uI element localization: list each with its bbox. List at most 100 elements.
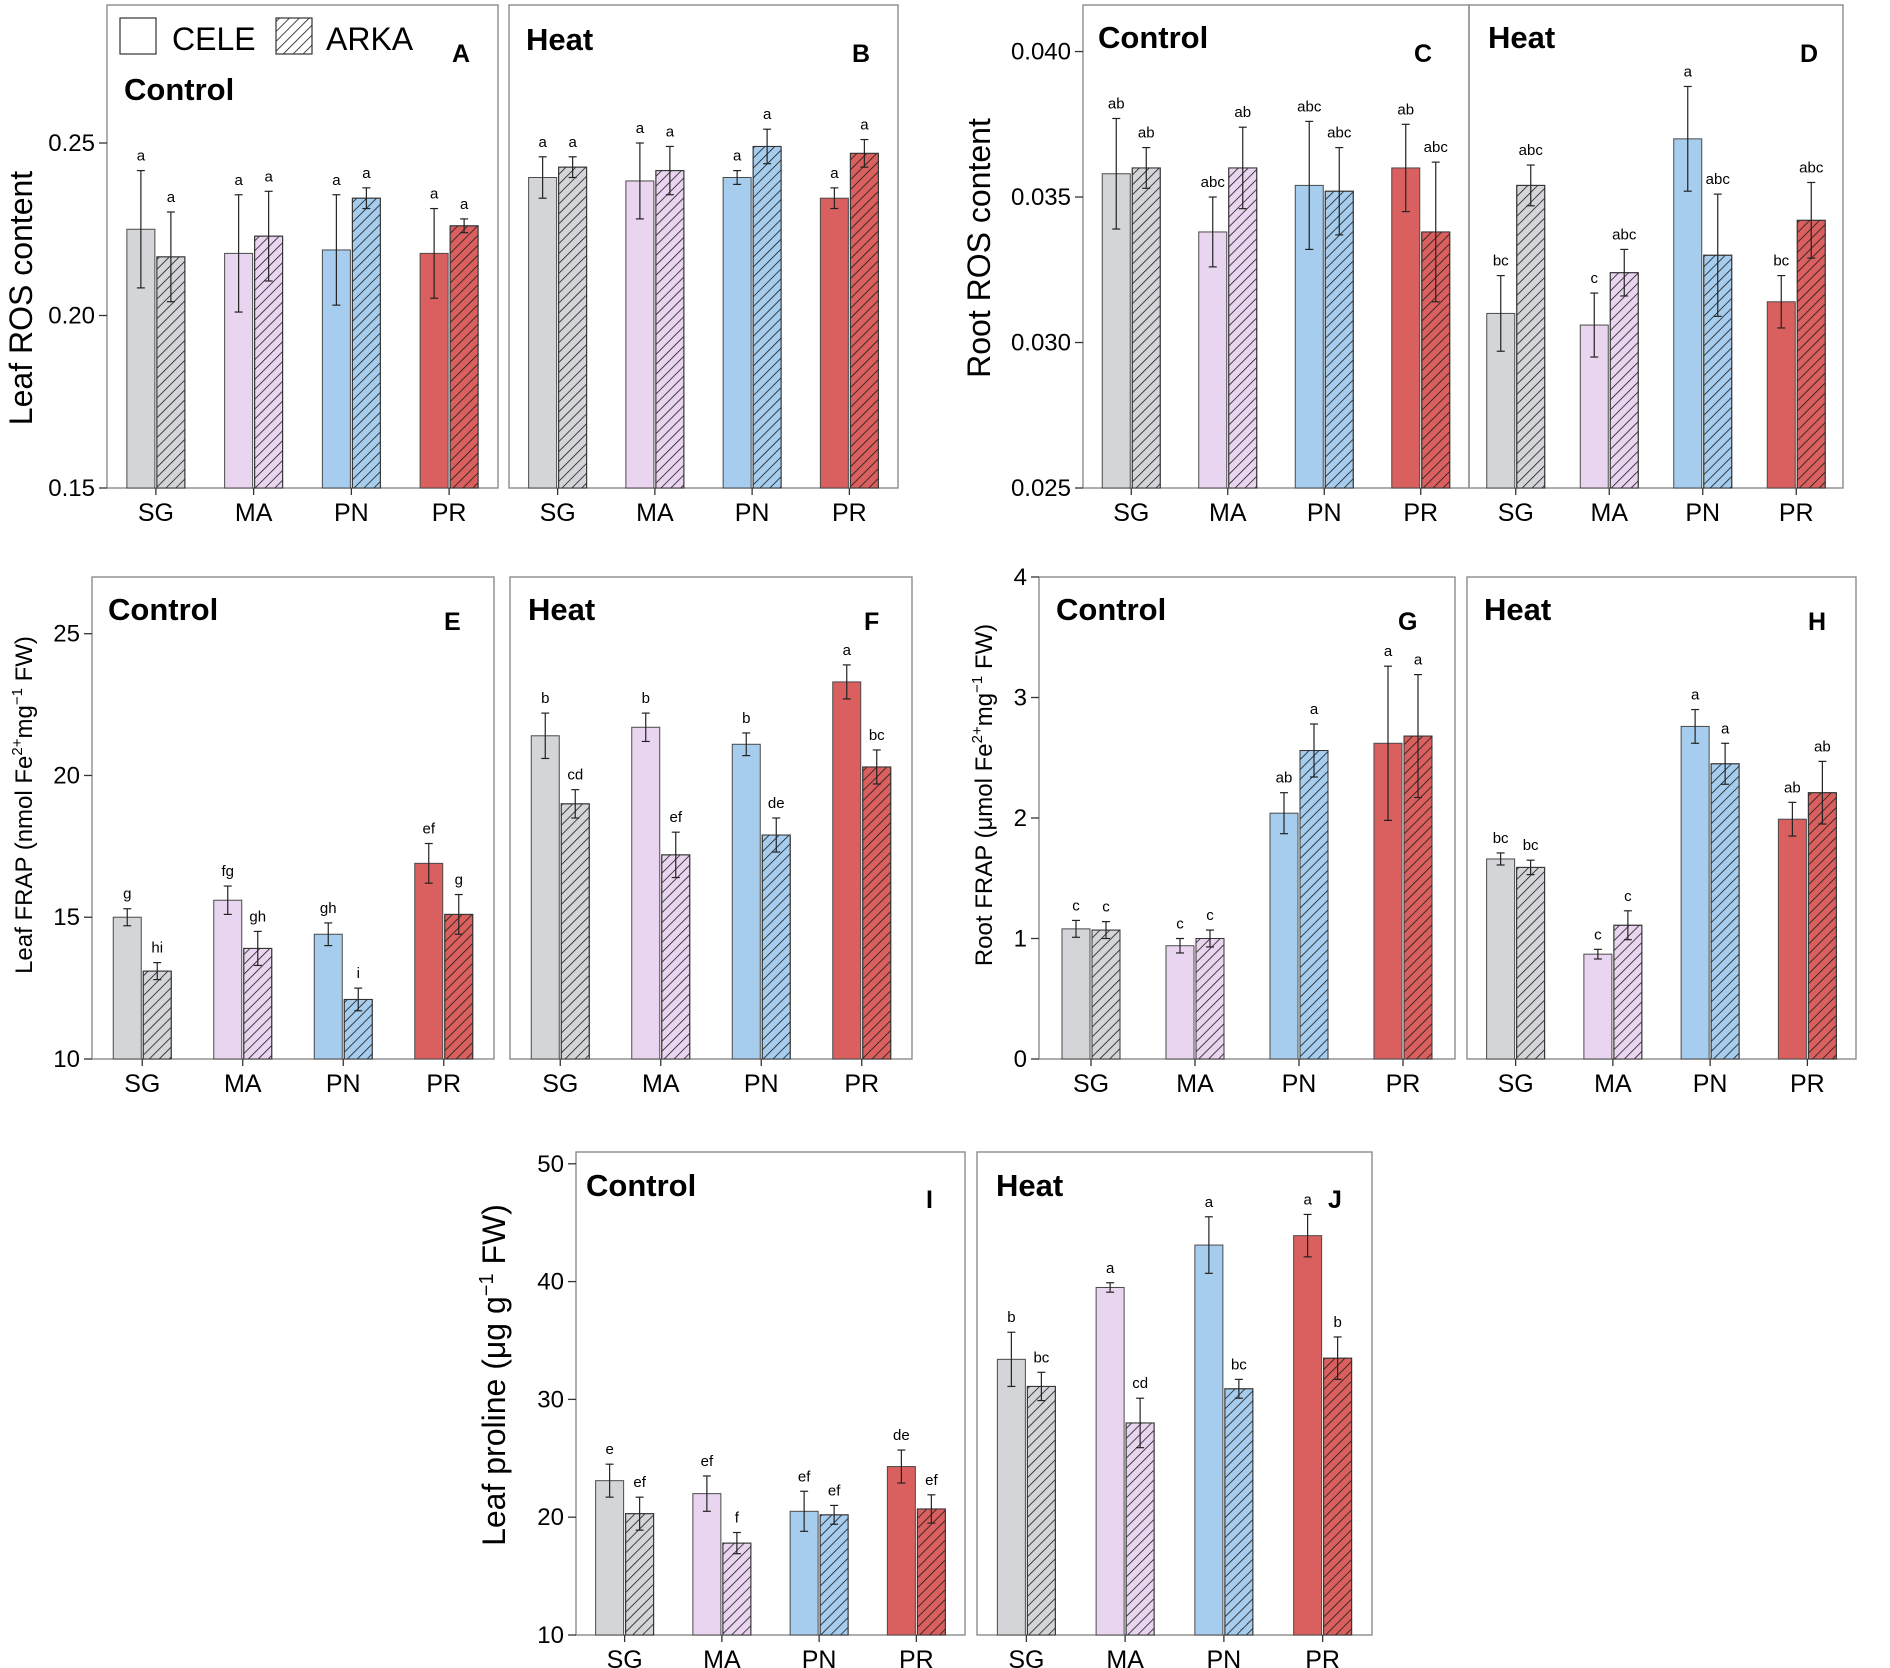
panel-j: Heat J SG b bc MA a cd PN a bc PR a b [976,1151,1373,1668]
category-label: MA [1594,1070,1632,1098]
panel-letter: I [926,1186,933,1214]
significance-label: b [541,690,549,707]
bar-arka-sg-hatch [1026,1385,1056,1636]
bar-arka-sg-hatch [142,970,172,1060]
panel-title: Heat [528,592,595,627]
significance-label: c [1102,899,1110,916]
category-label: PR [832,499,867,527]
significance-label: a [763,106,772,123]
bar-cele-ma [1165,945,1195,1060]
panel-frame [91,576,495,1060]
significance-label: ab [1814,738,1831,755]
significance-label: a [430,186,439,203]
panel-title: Control [1056,592,1166,627]
category-label: MA [224,1070,262,1098]
significance-label: c [1072,897,1080,914]
bar-arka-pn-hatch [1324,190,1354,489]
category-label: PR [1790,1070,1825,1098]
significance-label: abc [1201,174,1226,191]
significance-label: abc [1612,226,1637,243]
significance-label: e [605,1441,613,1458]
category-label: MA [636,499,674,527]
category-label: PN [334,499,369,527]
y-tick-label: 20 [537,1504,564,1531]
bar-cele-pn [1194,1244,1224,1636]
significance-label: ef [422,821,435,838]
category-label: PN [744,1070,779,1098]
significance-label: a [860,117,869,134]
significance-label: b [1007,1309,1015,1326]
significance-label: a [1106,1260,1115,1277]
y-tick-label: 0.25 [48,130,95,157]
bar-cele-sg [1061,928,1091,1060]
panel-a: 0.15 0.20 0.25 Control A SG a a MA a a PN a a PR a a [48,4,499,527]
significance-label: ab [1138,125,1155,142]
significance-label: bc [869,727,885,744]
panel-title: Heat [1488,20,1555,55]
category-label: PR [1386,1070,1421,1098]
bar-arka-pr-hatch [1323,1357,1353,1636]
category-label: SG [1113,499,1149,527]
significance-label: hi [151,940,163,957]
significance-label: bc [1493,253,1509,270]
y-tick-label: 20 [53,762,80,789]
category-label: MA [642,1070,680,1098]
y-tick-label: 2 [1014,805,1027,832]
bar-arka-pn-hatch [819,1514,849,1636]
category-label: MA [1176,1070,1214,1098]
significance-label: bc [1523,837,1539,854]
bar-arka-ma-hatch [243,947,273,1060]
bar-arka-pn-hatch [1299,750,1329,1060]
bar-arka-pr-hatch [849,152,879,489]
significance-label: gh [320,900,337,917]
category-label: SG [1498,499,1534,527]
y-label-leaf-frap: Leaf FRAP (nmol Fe2+mg−1 FW) [9,636,38,974]
y-tick-label: 1 [1014,926,1027,953]
significance-label: de [768,795,785,812]
significance-label: ab [1784,779,1801,796]
bar-cele-pr [832,681,862,1060]
legend-swatch-arka [275,17,313,55]
bar-arka-pr-hatch [916,1508,946,1636]
significance-label: a [830,165,839,182]
significance-label: abc [1424,139,1449,156]
bar-cele-sg [530,735,560,1060]
significance-label: a [1205,1194,1214,1211]
bar-cele-ma [631,726,661,1060]
bar-cele-pn [1680,725,1710,1060]
category-label: MA [703,1646,741,1668]
legend-swatch-cele [119,17,157,55]
y-tick-label: 0.20 [48,303,95,330]
significance-label: a [362,165,371,182]
panel-title: Heat [526,22,593,57]
significance-label: a [1691,687,1700,704]
significance-label: a [1721,720,1730,737]
bar-cele-pn [313,933,343,1060]
significance-label: ef [633,1474,646,1491]
significance-label: a [1414,652,1423,669]
category-label: SG [1073,1070,1109,1098]
significance-label: a [167,189,176,206]
panel-letter: B [852,40,870,68]
bar-cele-pr [886,1466,916,1636]
significance-label: a [1384,643,1393,660]
bar-cele-pr [1391,167,1421,489]
bar-cele-pn [731,743,761,1060]
bar-arka-pn-hatch [761,834,791,1060]
category-label: PR [1305,1646,1340,1668]
bar-cele-pr [819,197,849,489]
bar-cele-sg [112,916,142,1060]
bar-arka-pn-hatch [1224,1388,1254,1636]
significance-label: ef [798,1468,811,1485]
bar-cele-pr [1777,818,1807,1060]
significance-label: g [455,872,463,889]
panel-letter: D [1800,40,1818,68]
significance-label: bc [1773,253,1789,270]
legend-label-arka: ARKA [326,21,414,57]
significance-label: abc [1327,125,1352,142]
bar-arka-ma-hatch [1228,167,1258,489]
significance-label: a [264,168,273,185]
significance-label: gh [249,908,266,925]
